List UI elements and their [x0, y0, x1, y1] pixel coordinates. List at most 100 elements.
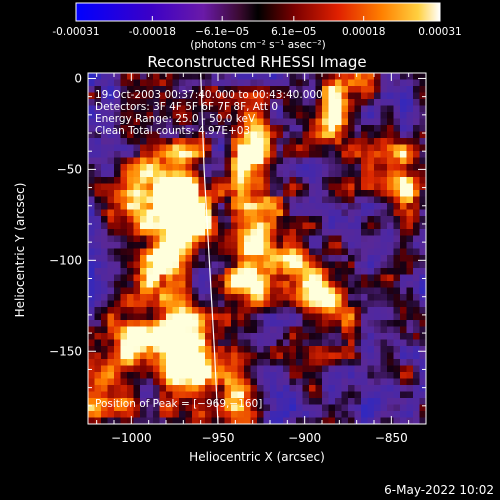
- heatmap-cell: [205, 378, 212, 386]
- heatmap-cell: [120, 365, 128, 373]
- heatmap-cell: [107, 170, 115, 178]
- heatmap-cell: [133, 313, 141, 321]
- heatmap-cell: [133, 346, 141, 353]
- heatmap-cell: [380, 307, 388, 314]
- heatmap-cell: [224, 105, 232, 113]
- heatmap-cell: [198, 326, 206, 334]
- heatmap-cell: [387, 307, 394, 314]
- heatmap-cell: [380, 151, 388, 158]
- heatmap-cell: [94, 177, 102, 184]
- heatmap-cell: [205, 274, 212, 282]
- heatmap-cell: [120, 112, 128, 119]
- heatmap-cell: [127, 144, 134, 152]
- heatmap-cell: [413, 92, 420, 100]
- heatmap-cell: [341, 352, 349, 360]
- heatmap-cell: [361, 86, 368, 93]
- heatmap-cell: [185, 346, 193, 353]
- heatmap-cell: [127, 268, 134, 275]
- heatmap-cell: [140, 294, 147, 301]
- heatmap-cell: [400, 294, 407, 301]
- heatmap-cell: [315, 391, 323, 399]
- heatmap-cell: [244, 352, 251, 360]
- heatmap-cell: [218, 138, 225, 145]
- heatmap-cell: [309, 307, 316, 314]
- heatmap-cell: [120, 196, 128, 204]
- heatmap-cell: [88, 313, 95, 321]
- heatmap-cell: [393, 346, 401, 353]
- heatmap-cell: [166, 417, 173, 424]
- heatmap-cell: [185, 255, 193, 262]
- heatmap-cell: [237, 287, 245, 295]
- heatmap-cell: [335, 151, 342, 158]
- heatmap-cell: [237, 222, 245, 230]
- heatmap-cell: [380, 235, 388, 243]
- heatmap-cell: [406, 248, 414, 256]
- heatmap-cell: [231, 131, 238, 139]
- heatmap-cell: [133, 417, 141, 424]
- heatmap-cell: [361, 92, 368, 100]
- heatmap-cell: [289, 73, 297, 80]
- heatmap-cell: [101, 274, 108, 282]
- heatmap-cell: [101, 242, 108, 249]
- heatmap-cell: [341, 391, 349, 399]
- heatmap-cell: [88, 378, 95, 386]
- heatmap-cell: [166, 372, 173, 379]
- heatmap-cell: [289, 138, 297, 145]
- heatmap-cell: [101, 307, 108, 314]
- heatmap-cell: [127, 307, 134, 314]
- heatmap-cell: [205, 365, 212, 373]
- heatmap-cell: [374, 359, 381, 366]
- heatmap-cell: [387, 248, 394, 256]
- heatmap-cell: [198, 144, 206, 152]
- heatmap-cell: [263, 281, 271, 288]
- heatmap-cell: [257, 177, 264, 184]
- colorbar-tick-label: 6.1e−05: [271, 26, 316, 38]
- heatmap-cell: [348, 326, 355, 334]
- heatmap-cell: [101, 151, 108, 158]
- heatmap-cell: [94, 320, 102, 327]
- heatmap-cell: [133, 339, 141, 347]
- heatmap-cell: [185, 118, 193, 126]
- heatmap-cell: [159, 235, 167, 243]
- heatmap-cell: [341, 281, 349, 288]
- heatmap-cell: [335, 125, 342, 132]
- heatmap-cell: [257, 339, 264, 347]
- heatmap-cell: [257, 144, 264, 152]
- heatmap-cell: [127, 404, 134, 412]
- heatmap-cell: [283, 190, 290, 197]
- heatmap-cell: [218, 157, 225, 165]
- heatmap-cell: [172, 229, 180, 236]
- heatmap-cell: [88, 385, 95, 392]
- heatmap-cell: [393, 151, 401, 158]
- heatmap-cell: [94, 385, 102, 392]
- heatmap-cell: [224, 203, 232, 210]
- heatmap-cell: [374, 378, 381, 386]
- heatmap-cell: [140, 118, 147, 126]
- heatmap-cell: [218, 112, 225, 119]
- heatmap-cell: [198, 398, 206, 405]
- heatmap-cell: [153, 235, 160, 243]
- heatmap-cell: [374, 79, 381, 87]
- heatmap-cell: [270, 294, 277, 301]
- heatmap-cell: [328, 196, 336, 204]
- heatmap-cell: [88, 203, 95, 210]
- heatmap-cell: [133, 404, 141, 412]
- heatmap-cell: [107, 352, 115, 360]
- heatmap-cell: [276, 79, 284, 87]
- heatmap-cell: [159, 242, 167, 249]
- heatmap-cell: [211, 105, 219, 113]
- heatmap-cell: [276, 177, 284, 184]
- heatmap-cell: [341, 248, 349, 256]
- heatmap-cell: [224, 125, 232, 132]
- heatmap-cell: [257, 216, 264, 223]
- heatmap-cell: [250, 359, 258, 366]
- heatmap-cell: [361, 235, 368, 243]
- heatmap-cell: [166, 313, 173, 321]
- heatmap-cell: [244, 170, 251, 178]
- heatmap-cell: [328, 255, 336, 262]
- heatmap-cell: [250, 151, 258, 158]
- heatmap-cell: [413, 398, 420, 405]
- heatmap-cell: [172, 131, 180, 139]
- heatmap-cell: [198, 248, 206, 256]
- heatmap-cell: [257, 346, 264, 353]
